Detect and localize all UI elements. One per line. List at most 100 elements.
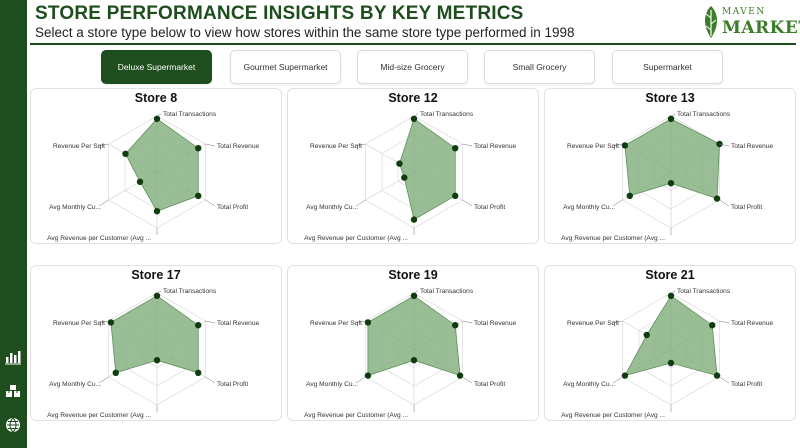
data-point xyxy=(364,319,372,326)
axis-label: Total Revenue xyxy=(474,320,516,327)
left-nav-rail xyxy=(0,0,27,448)
label-leader-line xyxy=(355,199,366,207)
data-point xyxy=(153,292,161,299)
axis-label: Avg Monthly Cu... xyxy=(306,381,358,388)
data-point xyxy=(667,292,675,299)
label-leader-line xyxy=(413,113,419,117)
label-leader-line xyxy=(98,199,109,207)
axis-label: Total Profit xyxy=(474,204,505,211)
axis-label: Total Revenue xyxy=(731,320,773,327)
label-leader-line xyxy=(413,290,419,294)
axis-label: Revenue Per Sqft xyxy=(567,143,619,150)
axis-label: Total Revenue xyxy=(217,143,259,150)
data-point xyxy=(643,331,650,339)
axis-label: Avg Revenue per Customer (Avg ... xyxy=(304,412,408,419)
axis-label: Avg Monthly Cu... xyxy=(49,381,101,388)
radar-card: Store 21 Total Transactions Total Revenue… xyxy=(544,265,796,421)
axis-label: Total Transactions xyxy=(677,111,731,118)
label-leader-line xyxy=(670,113,676,117)
boxes-icon[interactable] xyxy=(4,383,22,401)
maven-market-logo: MAVEN MARKET xyxy=(700,4,800,42)
axis-label: Avg Monthly Cu... xyxy=(563,381,615,388)
data-point xyxy=(153,115,161,122)
label-leader-line xyxy=(462,199,473,207)
store-type-button-mid-size-grocery[interactable]: Mid-size Grocery xyxy=(357,50,468,84)
axis-label: Revenue Per Sqft xyxy=(310,320,362,327)
leaf-icon xyxy=(705,6,717,38)
chart-title: Store 21 xyxy=(645,268,695,282)
axis-label: Total Profit xyxy=(217,381,248,388)
data-point xyxy=(667,115,675,122)
axis-label: Avg Revenue per Customer (Avg ... xyxy=(47,412,151,419)
axis-label: Total Transactions xyxy=(163,111,217,118)
data-point xyxy=(396,160,403,167)
axis-label: Avg Monthly Cu... xyxy=(306,204,358,211)
axis-label: Revenue Per Sqft xyxy=(53,320,105,327)
axis-label: Total Revenue xyxy=(217,320,259,327)
radar-chart[interactable]: Total Transactions Total Revenue Total Pro… xyxy=(545,89,797,245)
axis-label: Avg Revenue per Customer (Avg ... xyxy=(561,412,665,419)
axis-label: Avg Revenue per Customer (Avg ... xyxy=(304,235,408,242)
label-leader-line xyxy=(719,143,730,147)
label-leader-line xyxy=(156,290,162,294)
data-point xyxy=(716,140,723,148)
axis-label: Total Transactions xyxy=(163,288,217,295)
radar-card: Store 12 Total Transactions Total Revenue… xyxy=(287,88,539,244)
label-leader-line xyxy=(612,376,623,384)
data-point xyxy=(452,192,459,199)
label-leader-line xyxy=(355,320,366,324)
axis-label: Revenue Per Sqft xyxy=(567,320,619,327)
axis-label: Avg Monthly Cu... xyxy=(563,204,615,211)
axis-label: Total Profit xyxy=(731,204,762,211)
store-type-button-deluxe-supermarket[interactable]: Deluxe Supermarket xyxy=(101,50,212,84)
data-point xyxy=(410,115,418,122)
axis-label: Total Profit xyxy=(474,381,505,388)
store-type-button-gourmet-supermarket[interactable]: Gourmet Supermarket xyxy=(230,50,341,84)
data-point xyxy=(452,145,459,152)
store-type-button-supermarket[interactable]: Supermarket xyxy=(612,50,723,84)
data-area xyxy=(399,118,456,221)
globe-icon[interactable] xyxy=(4,416,22,434)
label-leader-line xyxy=(355,143,366,147)
radar-chart[interactable]: Total Transactions Total Revenue Total Pro… xyxy=(288,266,540,422)
radar-chart[interactable]: Total Transactions Total Revenue Total Pro… xyxy=(31,266,283,422)
label-leader-line xyxy=(462,376,473,384)
radar-chart[interactable]: Total Transactions Total Revenue Total Pro… xyxy=(545,266,797,422)
radar-chart[interactable]: Total Transactions Total Revenue Total Pro… xyxy=(288,89,540,245)
data-point xyxy=(452,322,459,329)
label-leader-line xyxy=(719,376,730,384)
data-point xyxy=(709,322,716,329)
data-point xyxy=(621,372,629,379)
data-area xyxy=(624,118,720,200)
chart-title: Store 13 xyxy=(645,91,695,105)
data-point xyxy=(713,195,721,202)
data-point xyxy=(136,178,144,185)
bar-chart-icon[interactable] xyxy=(4,348,22,366)
data-point xyxy=(195,192,202,199)
chart-title: Store 19 xyxy=(388,268,438,282)
label-leader-line xyxy=(462,143,473,147)
radar-card: Store 17 Total Transactions Total Revenue… xyxy=(30,265,282,421)
radar-card: Store 8 Total Transactions Total Revenue T… xyxy=(30,88,282,244)
data-point xyxy=(112,369,119,376)
data-point xyxy=(410,292,418,299)
data-point xyxy=(153,208,161,215)
store-type-button-small-grocery[interactable]: Small Grocery xyxy=(484,50,595,84)
axis-label: Revenue Per Sqft xyxy=(310,143,362,150)
axis-label: Total Transactions xyxy=(420,288,474,295)
data-point xyxy=(410,216,418,223)
chart-title: Store 17 xyxy=(131,268,181,282)
radar-card: Store 19 Total Transactions Total Revenue… xyxy=(287,265,539,421)
axis-label: Total Transactions xyxy=(677,288,731,295)
axis-label: Total Transactions xyxy=(420,111,474,118)
radar-chart[interactable]: Total Transactions Total Revenue Total Pro… xyxy=(31,89,283,245)
label-leader-line xyxy=(719,199,730,207)
label-leader-line xyxy=(205,199,216,207)
label-leader-line xyxy=(670,290,676,294)
chart-title: Store 12 xyxy=(388,91,438,105)
label-leader-line xyxy=(205,320,216,324)
data-point xyxy=(626,192,633,199)
axis-label: Avg Revenue per Customer (Avg ... xyxy=(561,235,665,242)
label-leader-line xyxy=(355,376,366,384)
axis-label: Revenue Per Sqft xyxy=(53,143,105,150)
